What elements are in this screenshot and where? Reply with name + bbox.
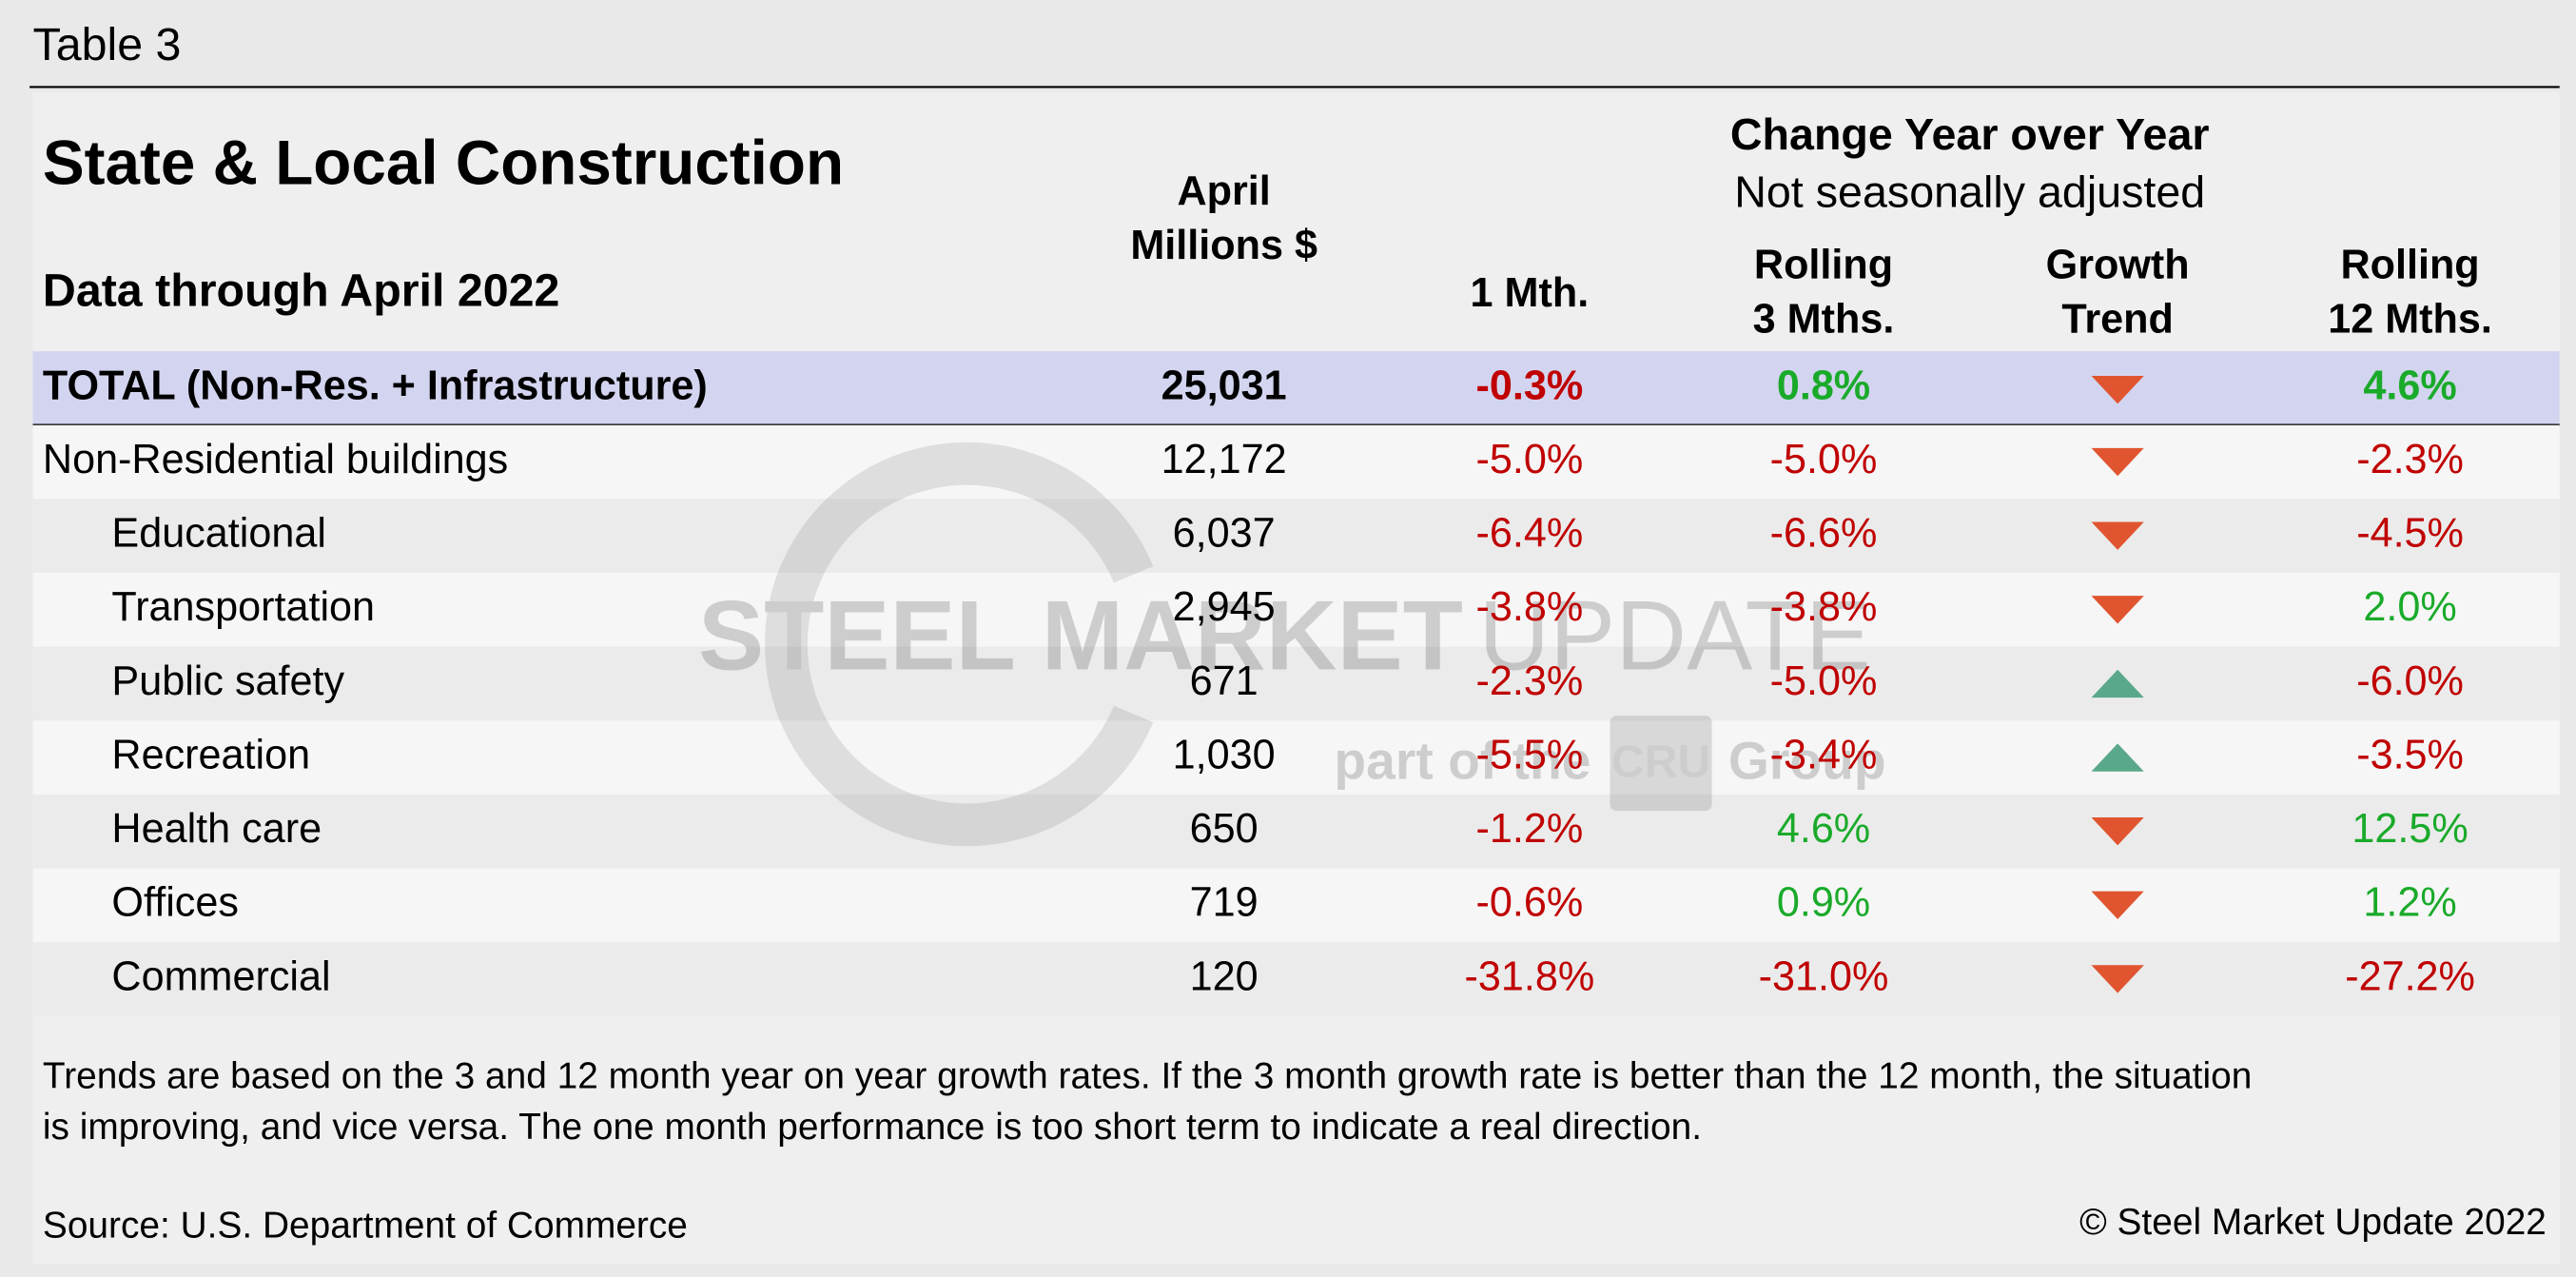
value-cell: 25,031 — [1161, 363, 1287, 408]
row-band — [32, 646, 2560, 721]
trend-up — [2091, 743, 2144, 772]
change-cell: -2.3% — [2356, 437, 2464, 482]
change-cell: -3.4% — [1770, 732, 1878, 777]
trend-down — [2091, 596, 2144, 624]
watermark-tagline: part of the — [1334, 731, 1590, 790]
change-cell: -5.0% — [1476, 437, 1584, 482]
value-cell: 6,037 — [1173, 511, 1276, 557]
trend-up — [2091, 669, 2144, 698]
change-cell: -0.3% — [1476, 363, 1584, 408]
column-header: 12 Mths. — [2328, 296, 2492, 342]
trend-down — [2091, 521, 2144, 550]
row-band — [32, 499, 2560, 574]
value-cell: 719 — [1190, 880, 1259, 926]
column-header: Trend — [2061, 296, 2173, 342]
row-label: Educational — [111, 511, 326, 557]
trend-down — [2091, 447, 2144, 477]
change-cell: -2.3% — [1476, 658, 1584, 704]
source: Source: U.S. Department of Commerce — [43, 1206, 688, 1247]
change-cell: -31.0% — [1759, 953, 1889, 999]
value-cell: 650 — [1190, 806, 1259, 852]
row-band — [32, 720, 2560, 795]
row-band — [32, 424, 2560, 500]
row-label: Offices — [111, 880, 239, 926]
trend-down — [2091, 891, 2144, 919]
rows: TOTAL (Non-Res. + Infrastructure) 25,031 -… — [43, 363, 2475, 999]
row-bands — [32, 351, 2560, 1016]
row-band — [32, 573, 2560, 647]
value-cell: 2,945 — [1173, 584, 1276, 630]
watermark: STEEL MARKET UPDATE part of the CRU Grou… — [698, 442, 1886, 847]
watermark-arc — [765, 442, 1154, 847]
watermark-logo: CRU — [1611, 737, 1711, 788]
change-cell: 2.0% — [2363, 584, 2456, 630]
change-cell: -1.2% — [1476, 806, 1584, 852]
change-cell: 4.6% — [2363, 363, 2456, 408]
change-cell: -31.8% — [1465, 953, 1595, 999]
footnote: is improving, and vice versa. The one mo… — [43, 1107, 1702, 1148]
watermark-brand-light: UPDATE — [1478, 580, 1871, 691]
change-cell: -3.8% — [1476, 584, 1584, 630]
value-cell: 1,030 — [1173, 732, 1276, 777]
column-header: Rolling — [2340, 243, 2479, 288]
row-band — [32, 794, 2560, 869]
change-cell: -6.4% — [1476, 511, 1584, 557]
change-cell: 12.5% — [2352, 806, 2468, 852]
change-cell: -5.0% — [1770, 658, 1878, 704]
change-cell: -6.0% — [2356, 658, 2464, 704]
change-cell: -4.5% — [2356, 511, 2464, 557]
change-cell: -5.0% — [1770, 437, 1878, 482]
change-cell: -3.8% — [1770, 584, 1878, 630]
table-label: Table 3 — [33, 19, 182, 70]
change-cell: 0.9% — [1777, 880, 1870, 926]
change-cell: 4.6% — [1777, 806, 1870, 852]
change-cell: 0.8% — [1777, 363, 1870, 408]
footnote: Trends are based on the 3 and 12 month y… — [43, 1056, 2252, 1097]
column-header: 3 Mths. — [1753, 296, 1895, 342]
column-header: 1 Mth. — [1471, 270, 1590, 316]
trend-down — [2091, 817, 2144, 846]
column-header: Millions $ — [1130, 223, 1317, 268]
change-cell: -3.5% — [2356, 732, 2464, 777]
change-cell: -5.5% — [1476, 732, 1584, 777]
watermark-logo-box — [1610, 716, 1712, 812]
column-header: April — [1177, 168, 1270, 214]
row-band — [32, 868, 2560, 943]
row-label: Commercial — [111, 953, 330, 999]
value-cell: 12,172 — [1161, 437, 1287, 482]
row-band — [32, 942, 2560, 1016]
row-label: TOTAL (Non-Res. + Infrastructure) — [43, 363, 708, 408]
trend-down — [2091, 376, 2144, 404]
row-label: Recreation — [111, 732, 310, 777]
row-label: Public safety — [111, 658, 344, 704]
change-cell: -0.6% — [1476, 880, 1584, 926]
group-header: Change Year over Year — [1730, 109, 2210, 159]
change-cell: -6.6% — [1770, 511, 1878, 557]
change-cell: 1.2% — [2363, 880, 2456, 926]
column-header: Growth — [2046, 243, 2190, 288]
value-cell: 671 — [1190, 658, 1259, 704]
watermark-brand: STEEL MARKET — [698, 580, 1463, 691]
trend-down — [2091, 965, 2144, 993]
table-subtitle: Data through April 2022 — [43, 265, 560, 317]
row-label: Transportation — [111, 584, 375, 630]
row-band — [32, 351, 2560, 425]
row-label: Health care — [111, 806, 322, 852]
copyright: © Steel Market Update 2022 — [2079, 1202, 2547, 1243]
trend-arrows — [2091, 376, 2144, 993]
column-headers: April Millions $ 1 Mth. Rolling 3 Mths. Growt… — [1130, 168, 2492, 343]
value-cell: 120 — [1190, 953, 1259, 999]
row-label: Non-Residential buildings — [43, 437, 508, 482]
watermark-group: Group — [1728, 731, 1886, 790]
table-title: State & Local Construction — [43, 128, 844, 197]
group-subheader: Not seasonally adjusted — [1734, 167, 2205, 217]
column-header: Rolling — [1754, 243, 1893, 288]
change-cell: -27.2% — [2345, 953, 2475, 999]
